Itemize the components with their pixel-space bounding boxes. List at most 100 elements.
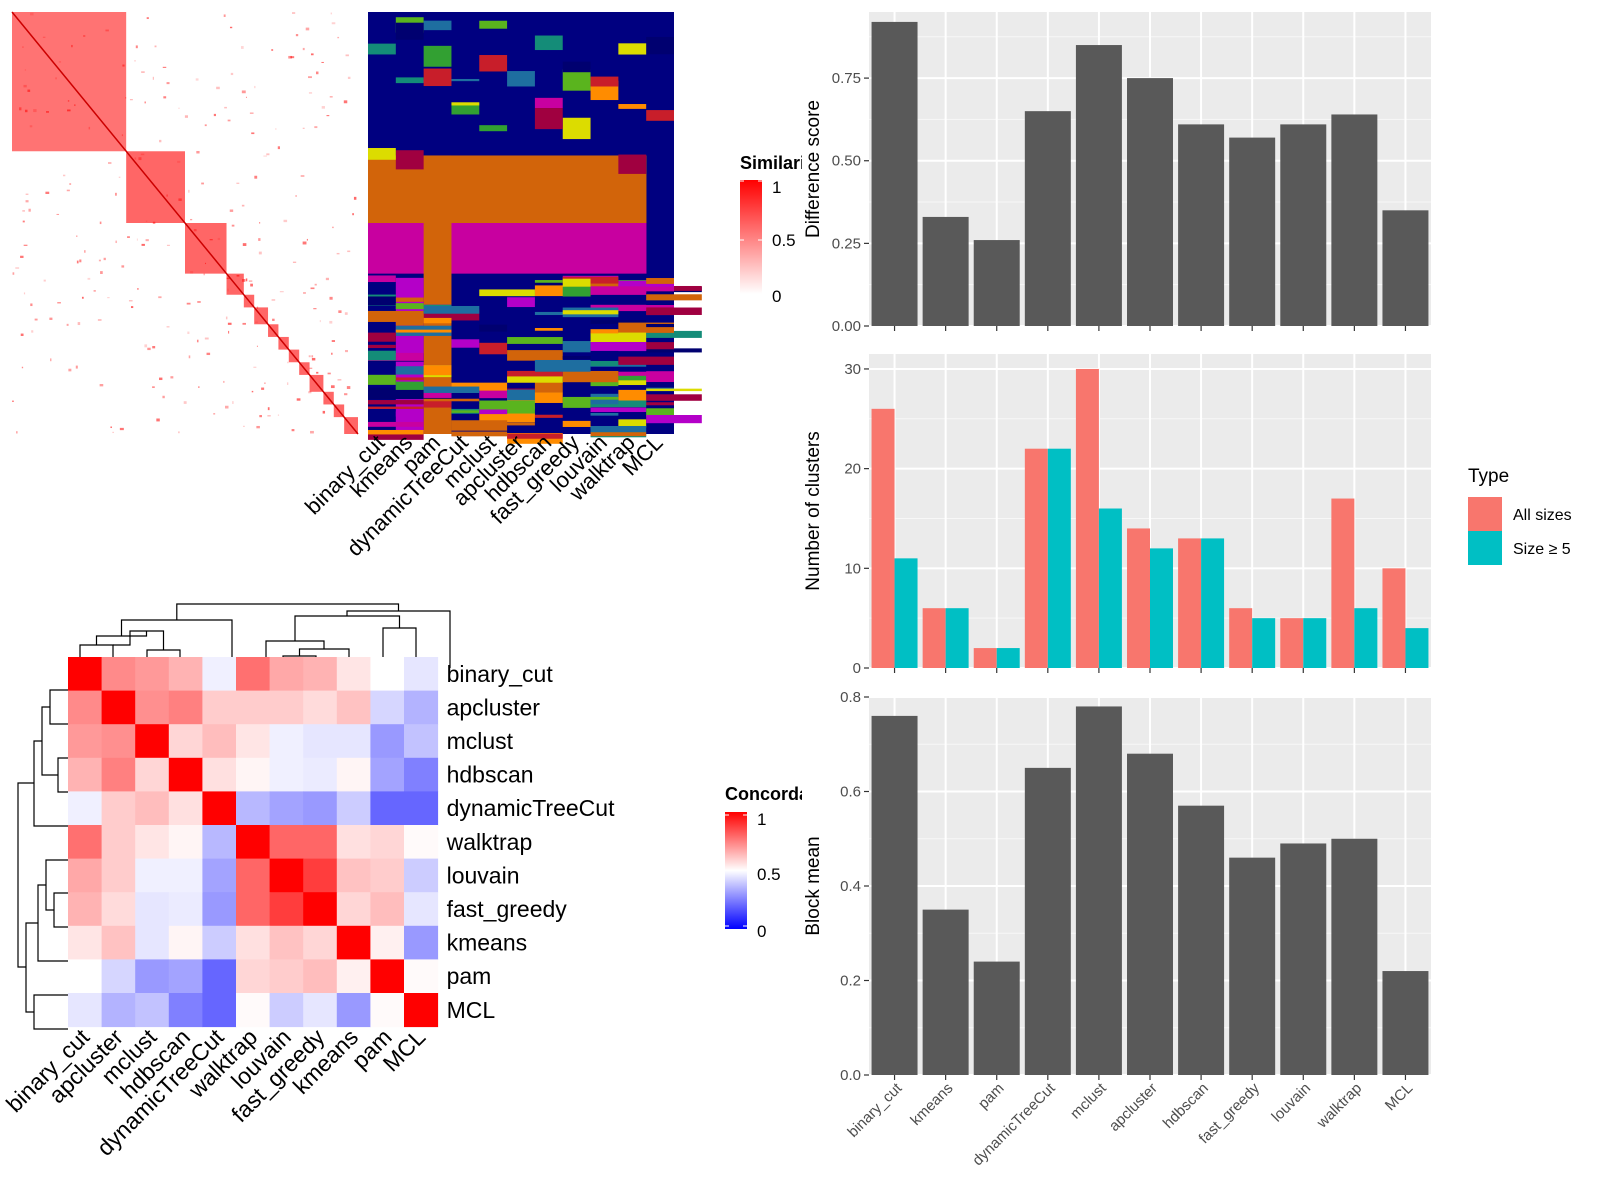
- similarity-speckle: [345, 54, 349, 57]
- concordance-cell: [370, 892, 405, 927]
- similarity-speckle: [337, 36, 340, 39]
- similarity-speckle: [229, 209, 234, 212]
- similarity-speckle: [216, 86, 220, 90]
- similarity-speckle: [196, 150, 200, 154]
- similarity-speckle: [344, 393, 348, 396]
- concordance-cell: [168, 858, 203, 893]
- cluster-strip: [507, 376, 563, 383]
- similarity-speckle: [242, 243, 247, 246]
- concordance-cell: [303, 925, 338, 960]
- concordance-cell: [404, 690, 439, 725]
- similarity-speckle: [138, 157, 142, 161]
- bar: [922, 909, 969, 1075]
- cluster-strip: [368, 296, 396, 306]
- similarity-speckle: [253, 366, 257, 368]
- similarity-speckle: [24, 69, 27, 71]
- similarity-speckle: [303, 292, 306, 294]
- cluster-strip: [507, 405, 535, 417]
- bar: [1178, 805, 1225, 1075]
- concordance-cell: [404, 858, 439, 893]
- similarity-speckle: [310, 287, 315, 290]
- concordance-cell: [202, 959, 237, 994]
- bar: [871, 408, 895, 668]
- bar: [1127, 753, 1173, 1075]
- similarity-speckle: [136, 238, 138, 241]
- similarity-speckle: [302, 127, 305, 129]
- similarity-speckle: [353, 196, 357, 200]
- cluster-strip: [618, 104, 647, 109]
- similarity-speckle: [264, 382, 266, 385]
- concordance-cell: [236, 925, 271, 960]
- concordance-cell: [336, 959, 371, 994]
- concordance-row-label: kmeans: [447, 930, 528, 956]
- x-tick-label: MCL: [1382, 1080, 1416, 1114]
- cluster-strip: [646, 388, 702, 392]
- similarity-heatmap: [11, 11, 359, 435]
- similarity-speckle: [209, 239, 213, 241]
- bar: [1354, 608, 1378, 668]
- bar: [1075, 706, 1122, 1075]
- similarity-speckle: [251, 390, 254, 393]
- similarity-speckle: [128, 300, 133, 302]
- concordance-cell: [336, 993, 371, 1028]
- similarity-speckle: [243, 425, 245, 427]
- similarity-speckle: [302, 241, 307, 245]
- concordance-cell: [336, 858, 371, 893]
- similarity-speckle: [56, 213, 60, 215]
- similarity-speckle: [107, 297, 110, 299]
- concordance-cell: [303, 959, 338, 994]
- cluster-strip: [395, 22, 424, 40]
- concordance-cell: [236, 825, 271, 860]
- concordance-cell: [101, 892, 136, 927]
- concordance-tick-1: 1: [757, 810, 766, 829]
- cluster-strip: [368, 332, 396, 342]
- similarity-speckle: [315, 71, 319, 75]
- cluster-strip: [423, 317, 452, 324]
- concordance-row-label: apcluster: [447, 694, 541, 720]
- cluster-strip: [646, 371, 674, 380]
- similarity-speckle: [223, 14, 226, 17]
- y-tick-label: 0: [853, 660, 861, 677]
- bar: [894, 558, 918, 668]
- similarity-speckle: [62, 174, 66, 177]
- cluster-strip: [646, 307, 674, 316]
- similarity-speckle: [302, 47, 305, 51]
- concordance-cell: [269, 724, 304, 759]
- concordance-cell: [236, 993, 271, 1028]
- bar: [1024, 448, 1048, 668]
- cluster-strip: [618, 43, 647, 55]
- concordance-cell: [101, 993, 136, 1028]
- cluster-strip: [423, 398, 480, 402]
- concordance-cell: [202, 858, 237, 893]
- similarity-speckle: [110, 426, 113, 429]
- similarity-speckle: [352, 213, 355, 216]
- similarity-speckle: [327, 372, 331, 375]
- x-tick-label: binary_cut: [844, 1079, 906, 1141]
- concordance-cell: [135, 892, 170, 927]
- type-legend-label-size5: Size ≥ 5: [1513, 541, 1571, 558]
- concordance-row-label: mclust: [447, 728, 514, 754]
- bar: [1229, 137, 1276, 326]
- y-tick-label: 0.8: [840, 689, 861, 706]
- similarity-speckle: [178, 107, 180, 109]
- similarity-speckle: [152, 386, 155, 389]
- similarity-speckle: [203, 273, 205, 276]
- concordance-cell: [404, 724, 439, 759]
- concordance-cell: [202, 993, 237, 1028]
- bar: [1405, 628, 1429, 668]
- y-tick-label: 0.2: [840, 973, 861, 990]
- similarity-speckle: [213, 113, 217, 117]
- bar: [1280, 618, 1304, 668]
- cluster-strip: [534, 282, 563, 286]
- cluster-assignment-matrix: [368, 12, 702, 444]
- similarity-speckle: [115, 240, 118, 244]
- concordance-cell: [135, 757, 170, 792]
- x-tick-label: pam: [975, 1080, 1008, 1113]
- cluster-strip: [646, 278, 674, 284]
- x-tick-label: mclust: [1067, 1079, 1110, 1122]
- similarity-speckle: [249, 112, 254, 114]
- similarity-speckle: [66, 323, 69, 326]
- concordance-cell: [336, 724, 371, 759]
- similarity-speckle: [193, 229, 197, 232]
